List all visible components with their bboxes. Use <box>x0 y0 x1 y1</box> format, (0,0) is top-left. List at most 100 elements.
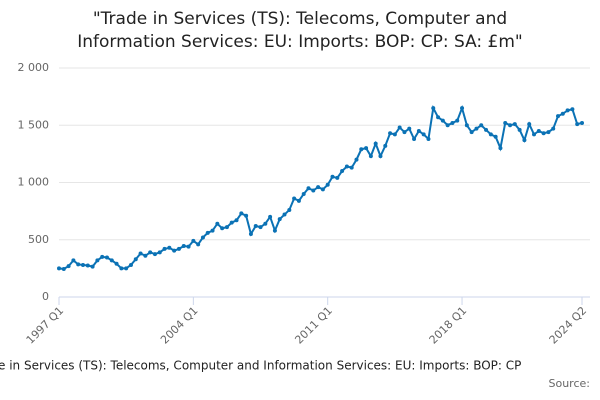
point <box>450 120 455 125</box>
point <box>512 122 517 127</box>
point <box>306 186 311 191</box>
point <box>378 154 383 159</box>
point <box>522 138 527 143</box>
point <box>167 245 172 250</box>
point <box>359 147 364 152</box>
point <box>104 255 109 260</box>
point <box>80 262 85 267</box>
series-line <box>58 104 583 270</box>
x-tick-label: 1997 Q1 <box>24 304 67 347</box>
point <box>128 262 133 267</box>
point <box>239 211 244 216</box>
point <box>560 111 565 116</box>
point <box>325 182 330 187</box>
point <box>57 266 61 271</box>
y-tick-label: 2 000 <box>18 61 50 74</box>
point <box>253 224 258 229</box>
point <box>488 132 493 137</box>
point <box>349 165 354 170</box>
point <box>277 217 282 222</box>
point <box>258 225 263 230</box>
point <box>556 114 561 119</box>
point <box>536 128 541 133</box>
point <box>292 196 297 201</box>
point <box>354 157 359 162</box>
point <box>455 118 460 123</box>
source: Source: <box>549 377 591 390</box>
point <box>416 128 421 133</box>
point <box>508 123 513 128</box>
point <box>474 126 479 131</box>
y-tick-label: 1 000 <box>18 176 50 189</box>
point <box>407 126 412 131</box>
point <box>229 220 234 225</box>
point <box>205 230 210 235</box>
point <box>133 257 138 262</box>
point <box>157 250 162 255</box>
point <box>220 226 225 231</box>
point <box>320 187 325 192</box>
point <box>268 214 273 219</box>
point <box>76 262 81 267</box>
point <box>388 131 393 136</box>
point <box>383 143 388 148</box>
point <box>440 118 445 123</box>
point <box>402 130 407 135</box>
point <box>191 238 196 243</box>
point <box>61 266 66 271</box>
point <box>244 213 249 218</box>
point <box>397 125 402 130</box>
point <box>234 218 239 223</box>
point <box>100 254 105 259</box>
x-tick-label: 2011 Q1 <box>292 304 335 347</box>
point <box>196 242 201 247</box>
point <box>426 136 431 141</box>
point <box>445 123 450 128</box>
point <box>340 169 345 174</box>
point <box>484 127 489 132</box>
point <box>66 264 71 269</box>
x-tick-label: 2018 Q1 <box>427 304 470 347</box>
point <box>85 263 90 268</box>
point <box>186 244 191 249</box>
point <box>282 212 287 217</box>
point <box>517 127 522 132</box>
point <box>109 258 114 263</box>
point <box>148 250 153 255</box>
y-tick-label: 0 <box>42 290 49 303</box>
point <box>90 264 95 269</box>
point <box>493 134 498 139</box>
chart-title: "Trade in Services (TS): Telecoms, Compu… <box>93 9 507 29</box>
point <box>162 246 167 251</box>
point <box>373 141 378 146</box>
point <box>460 106 465 111</box>
point <box>503 120 508 125</box>
point <box>527 122 532 127</box>
point <box>364 146 369 151</box>
point <box>215 221 220 226</box>
point <box>119 266 124 271</box>
point <box>296 198 301 203</box>
point <box>532 132 537 137</box>
point <box>412 136 417 141</box>
x-tick-label: 2024 Q2 <box>547 304 590 347</box>
point <box>575 122 580 127</box>
point <box>421 132 426 137</box>
point <box>143 253 148 258</box>
point <box>200 235 205 240</box>
point <box>272 228 277 233</box>
point <box>124 266 129 271</box>
point <box>301 191 306 196</box>
point <box>152 252 157 257</box>
point <box>95 258 100 263</box>
point <box>551 126 556 131</box>
y-tick-label: 500 <box>28 233 49 246</box>
point <box>71 258 76 263</box>
point <box>541 131 546 136</box>
point <box>436 115 441 120</box>
point <box>138 251 143 256</box>
point <box>335 175 340 180</box>
point <box>368 154 373 159</box>
